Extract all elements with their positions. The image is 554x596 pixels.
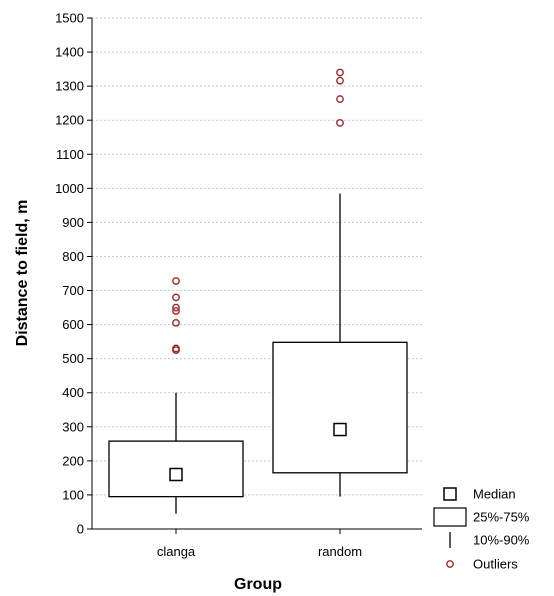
box-random	[272, 193, 408, 497]
axes	[91, 18, 422, 530]
legend-label: 25%-75%	[473, 510, 530, 525]
outlier-point	[336, 68, 344, 77]
y-tick-label: 600	[62, 317, 84, 332]
outlier-point	[336, 76, 344, 85]
outlier-point	[172, 307, 180, 315]
legend-box-symbol	[433, 507, 467, 527]
y-tick-label: 300	[62, 419, 84, 434]
y-tick-label: 1300	[55, 79, 84, 94]
boxes	[108, 193, 408, 514]
outlier-point	[172, 303, 180, 312]
iqr-box	[272, 341, 408, 474]
y-tick-label: 1200	[55, 113, 84, 128]
outlier-point	[336, 95, 344, 103]
y-tick-label: 0	[77, 522, 84, 537]
legend-item-box: 25%-75%	[433, 507, 530, 527]
outlier-point	[172, 318, 180, 327]
legend: Median 25%-75% 10%-90% Outliers	[433, 487, 530, 572]
y-tick-label: 1100	[56, 147, 84, 162]
x-ticks: clanga random	[157, 529, 362, 559]
legend-item-whisker: 10%-90%	[449, 532, 530, 548]
median-marker	[169, 467, 183, 482]
outliers	[172, 68, 344, 355]
x-tick-label-random: random	[318, 544, 362, 559]
outlier-point	[172, 344, 180, 353]
outlier-point	[172, 277, 180, 285]
median-marker	[333, 422, 347, 437]
y-tick-label: 200	[62, 453, 84, 468]
gridlines	[92, 17, 422, 496]
y-axis-title: Distance to field, m	[14, 200, 31, 347]
y-ticks: 0 100 200 300 400 500 600 700 800 900 1000 1100 1200…	[55, 11, 92, 537]
y-tick-label: 1400	[55, 45, 84, 60]
legend-label: 10%-90%	[473, 533, 530, 548]
legend-outlier-symbol	[446, 560, 454, 568]
y-tick-label: 500	[62, 351, 84, 366]
y-tick-label: 900	[62, 215, 84, 230]
legend-label: Outliers	[473, 557, 518, 572]
x-axis-title: Group	[234, 576, 282, 593]
y-tick-label: 100	[62, 487, 84, 502]
legend-item-outlier: Outliers	[446, 557, 518, 572]
y-tick-label: 1000	[55, 181, 84, 196]
legend-median-symbol	[443, 487, 457, 501]
x-tick-label-clanga: clanga	[157, 544, 196, 559]
y-tick-label: 400	[62, 385, 84, 400]
legend-item-median: Median	[443, 487, 516, 502]
box-clanga	[108, 392, 244, 514]
y-tick-label: 700	[62, 283, 84, 298]
outlier-point	[336, 119, 344, 127]
y-tick-label: 800	[62, 249, 84, 264]
y-tick-label: 1500	[55, 11, 84, 26]
legend-label: Median	[473, 487, 516, 502]
outlier-point	[172, 293, 180, 302]
